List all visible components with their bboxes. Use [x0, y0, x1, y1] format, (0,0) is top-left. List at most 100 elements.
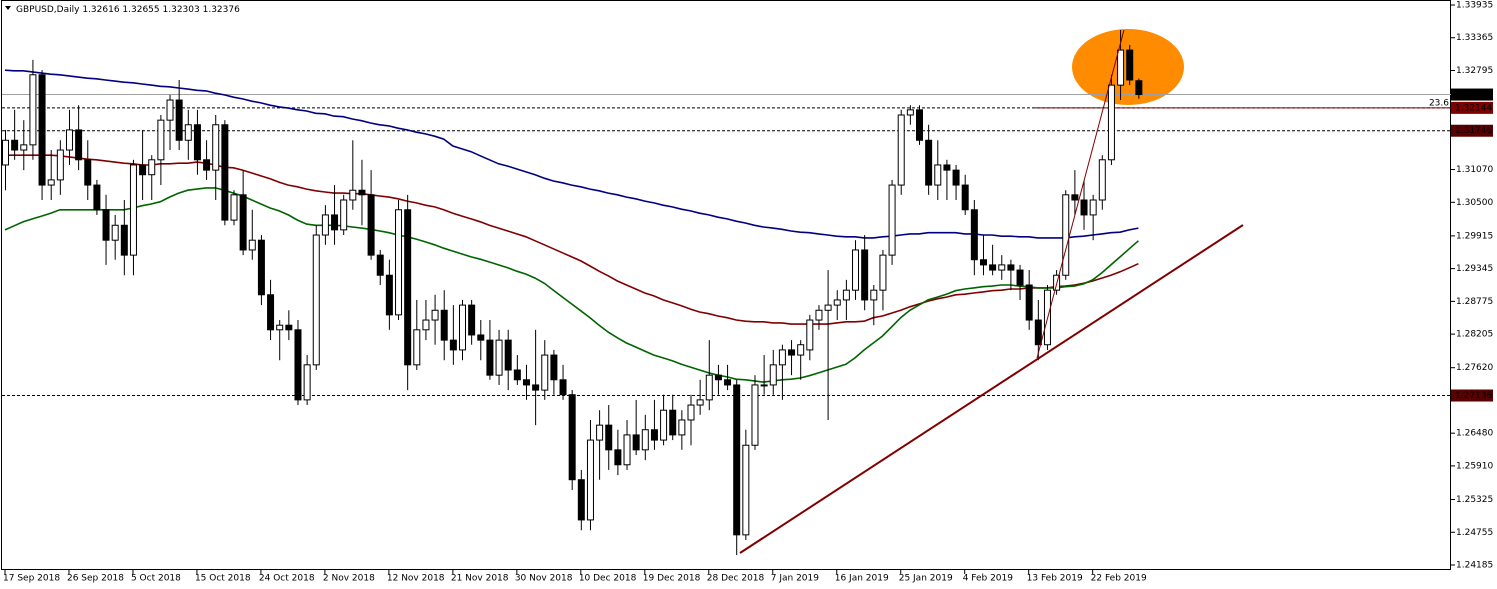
- x-tick-label: 2 Nov 2018: [323, 574, 375, 584]
- y-tick-label: 1.33935: [1456, 0, 1493, 10]
- level-box: [1451, 389, 1493, 402]
- x-tick-label: 10 Dec 2018: [579, 574, 637, 584]
- candle-body: [1034, 319, 1042, 346]
- candle-body: [1135, 80, 1143, 96]
- y-tick-label: 1.25910: [1456, 461, 1493, 471]
- candle-body: [797, 344, 805, 356]
- candle-body: [11, 139, 19, 151]
- level-box: [1451, 101, 1493, 114]
- candle-body: [1007, 264, 1015, 271]
- candle-body: [312, 234, 320, 366]
- candle-body: [742, 444, 750, 536]
- candle-body: [522, 379, 530, 386]
- candle-body: [559, 379, 567, 396]
- candle-body: [724, 379, 732, 386]
- candle-body: [970, 209, 978, 261]
- candle-body: [979, 259, 987, 266]
- candle-body: [605, 424, 613, 451]
- candle-body: [248, 239, 256, 251]
- candle-body: [1080, 199, 1088, 216]
- candle-body: [842, 289, 850, 301]
- close-value: 1.32376: [203, 5, 240, 15]
- candle-body: [129, 164, 137, 256]
- candle-body: [1098, 159, 1106, 201]
- candle-body: [760, 384, 768, 387]
- candle-body: [906, 109, 914, 116]
- candle-body: [29, 74, 37, 146]
- candle-body: [257, 239, 265, 296]
- x-tick-label: 7 Jan 2019: [771, 574, 819, 584]
- candle-body: [102, 209, 110, 241]
- candle-body: [934, 164, 942, 186]
- candle-body: [193, 124, 201, 161]
- candle-body: [577, 479, 585, 521]
- candle-body: [714, 374, 722, 381]
- x-tick-label: 4 Feb 2019: [963, 574, 1014, 584]
- candle-body: [495, 339, 503, 376]
- candle-body: [459, 304, 466, 351]
- y-tick-label: 1.29915: [1456, 231, 1493, 241]
- price-axis: 1.33935 1.33365 1.32795 1.31070 1.30500 1.299…: [3, 0, 1493, 583]
- candle-body: [897, 114, 905, 186]
- x-tick-label: 13 Feb 2019: [1027, 574, 1083, 584]
- candle-body: [267, 294, 275, 331]
- x-tick-label: 16 Jan 2019: [835, 574, 889, 584]
- candle-body: [733, 384, 741, 536]
- candle-body: [75, 129, 83, 161]
- level-label: 1.27136: [1455, 391, 1492, 401]
- moving-average: [4, 187, 1139, 383]
- candle-body: [56, 149, 64, 181]
- candle-body: [998, 264, 1006, 271]
- candle-body: [1107, 84, 1115, 161]
- candle-body: [449, 339, 457, 351]
- candle-body: [879, 254, 887, 291]
- candle-body: [93, 184, 101, 211]
- candle-body: [1025, 284, 1033, 321]
- candle-body: [696, 399, 704, 406]
- x-tick-label: 19 Dec 2018: [643, 574, 701, 584]
- candle-body: [303, 364, 311, 401]
- symbol-menu-icon[interactable]: [5, 6, 11, 10]
- candle-body: [111, 224, 119, 241]
- candle-body: [166, 99, 174, 121]
- candle-body: [614, 449, 622, 466]
- y-tick-label: 1.30500: [1456, 198, 1493, 208]
- candle-body: [385, 274, 393, 316]
- candle-body: [989, 264, 997, 271]
- candle-body: [139, 164, 147, 176]
- candle-body: [678, 419, 686, 436]
- moving-average: [5, 154, 1139, 325]
- candle-body: [788, 349, 796, 356]
- candle-body: [532, 384, 540, 391]
- moving-average: [4, 69, 1139, 239]
- candle-body: [943, 164, 951, 171]
- candle-body: [184, 124, 192, 141]
- y-tick-label: 1.29345: [1456, 264, 1493, 274]
- candle-body: [340, 199, 348, 231]
- x-tick-label: 5 Oct 2018: [131, 574, 181, 584]
- candle-body: [541, 354, 549, 391]
- level-label: 1.32144: [1455, 103, 1492, 113]
- candle-body: [376, 254, 384, 276]
- candle-body: [568, 394, 576, 481]
- candle-body: [38, 74, 46, 186]
- y-tick-label: 1.28205: [1456, 330, 1493, 340]
- x-tick-label: 22 Feb 2019: [1091, 574, 1147, 584]
- candle-body: [596, 424, 604, 441]
- candle-body: [660, 409, 668, 441]
- candle-body: [20, 144, 28, 151]
- candle-body: [623, 434, 631, 466]
- candle-body: [550, 354, 558, 381]
- candle-body: [852, 249, 860, 291]
- y-tick-label: 1.33365: [1456, 33, 1493, 43]
- candle-body: [1062, 194, 1070, 276]
- candle-body: [47, 179, 55, 186]
- candle-body: [632, 434, 640, 451]
- candle-body: [705, 374, 713, 401]
- x-tick-label: 30 Nov 2018: [515, 574, 573, 584]
- candle-body: [285, 324, 293, 331]
- header: GBPUSD,Daily 1.32616 1.32655 1.32303 1.3…: [16, 5, 240, 15]
- candle-body: [641, 429, 649, 451]
- drawings-over: [739, 29, 1244, 554]
